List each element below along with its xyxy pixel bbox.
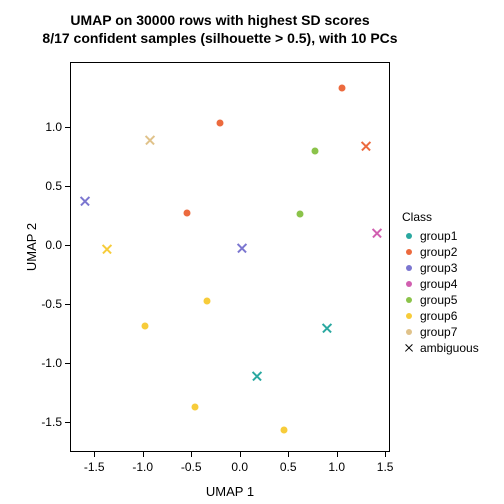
title-line1: UMAP on 30000 rows with highest SD score…	[0, 12, 440, 30]
x-tick	[191, 452, 192, 457]
pt-group5-b	[296, 211, 303, 218]
legend-item-group6: group6	[402, 308, 479, 324]
y-tick-label: 0.5	[34, 179, 62, 193]
pt-amb-g1-b	[252, 371, 262, 381]
y-tick-label: 0.0	[34, 238, 62, 252]
x-tick	[240, 452, 241, 457]
y-tick	[65, 186, 70, 187]
chart-stage: UMAP on 30000 rows with highest SD score…	[0, 0, 504, 504]
y-tick-label: -1.0	[34, 356, 62, 370]
pt-amb-g1-a	[322, 323, 332, 333]
pt-amb-g3-b	[237, 243, 247, 253]
legend-item-group7: group7	[402, 324, 479, 340]
pt-group6-a	[141, 322, 148, 329]
x-tick	[337, 452, 338, 457]
legend-swatch-group5	[402, 293, 416, 307]
legend-label: group1	[420, 229, 457, 243]
pt-group2-b	[217, 120, 224, 127]
legend-swatch-group6	[402, 309, 416, 323]
y-tick-label: 1.0	[34, 120, 62, 134]
y-tick-label: -1.5	[34, 415, 62, 429]
x-tick	[288, 452, 289, 457]
title-line2: 8/17 confident samples (silhouette > 0.5…	[0, 30, 440, 48]
pt-group2-a	[184, 210, 191, 217]
legend-label: group4	[420, 277, 457, 291]
x-tick	[94, 452, 95, 457]
y-tick-label: -0.5	[34, 297, 62, 311]
x-tick-label: -1.5	[84, 460, 105, 474]
x-tick-label: 1.5	[377, 460, 394, 474]
legend-item-group5: group5	[402, 292, 479, 308]
x-tick-label: -0.5	[181, 460, 202, 474]
y-tick	[65, 127, 70, 128]
legend-swatch-ambiguous	[402, 341, 416, 355]
legend-label: ambiguous	[420, 341, 479, 355]
legend-item-group3: group3	[402, 260, 479, 276]
pt-amb-g2-a	[361, 141, 371, 151]
pt-group6-b	[203, 297, 210, 304]
legend-swatch-group1	[402, 229, 416, 243]
pt-amb-g3-a	[80, 196, 90, 206]
pt-group6-d	[281, 426, 288, 433]
x-tick-label: 1.0	[328, 460, 345, 474]
legend-item-group1: group1	[402, 228, 479, 244]
legend: Class group1 group2 group3 group4 group5 grou…	[402, 210, 479, 356]
legend-label: group3	[420, 261, 457, 275]
legend-swatch-group2	[402, 245, 416, 259]
y-tick	[65, 245, 70, 246]
x-axis-label: UMAP 1	[70, 484, 390, 499]
x-tick	[143, 452, 144, 457]
legend-label: group7	[420, 325, 457, 339]
plot-area	[70, 62, 390, 452]
legend-label: group6	[420, 309, 457, 323]
x-tick-label: 0.5	[280, 460, 297, 474]
legend-label: group5	[420, 293, 457, 307]
pt-amb-g4-a	[372, 228, 382, 238]
legend-label: group2	[420, 245, 457, 259]
legend-swatch-group4	[402, 277, 416, 291]
legend-item-group2: group2	[402, 244, 479, 260]
legend-swatch-group3	[402, 261, 416, 275]
legend-swatch-group7	[402, 325, 416, 339]
pt-amb-g7-a	[145, 135, 155, 145]
x-tick-label: -1.0	[132, 460, 153, 474]
x-tick	[385, 452, 386, 457]
pt-group2-c	[339, 85, 346, 92]
legend-item-ambiguous: ambiguous	[402, 340, 479, 356]
y-tick	[65, 304, 70, 305]
y-tick	[65, 422, 70, 423]
pt-group6-c	[192, 404, 199, 411]
pt-amb-g6-a	[102, 244, 112, 254]
x-tick-label: 0.0	[231, 460, 248, 474]
pt-group5-a	[312, 147, 319, 154]
legend-item-group4: group4	[402, 276, 479, 292]
legend-title: Class	[402, 210, 479, 224]
y-tick	[65, 363, 70, 364]
